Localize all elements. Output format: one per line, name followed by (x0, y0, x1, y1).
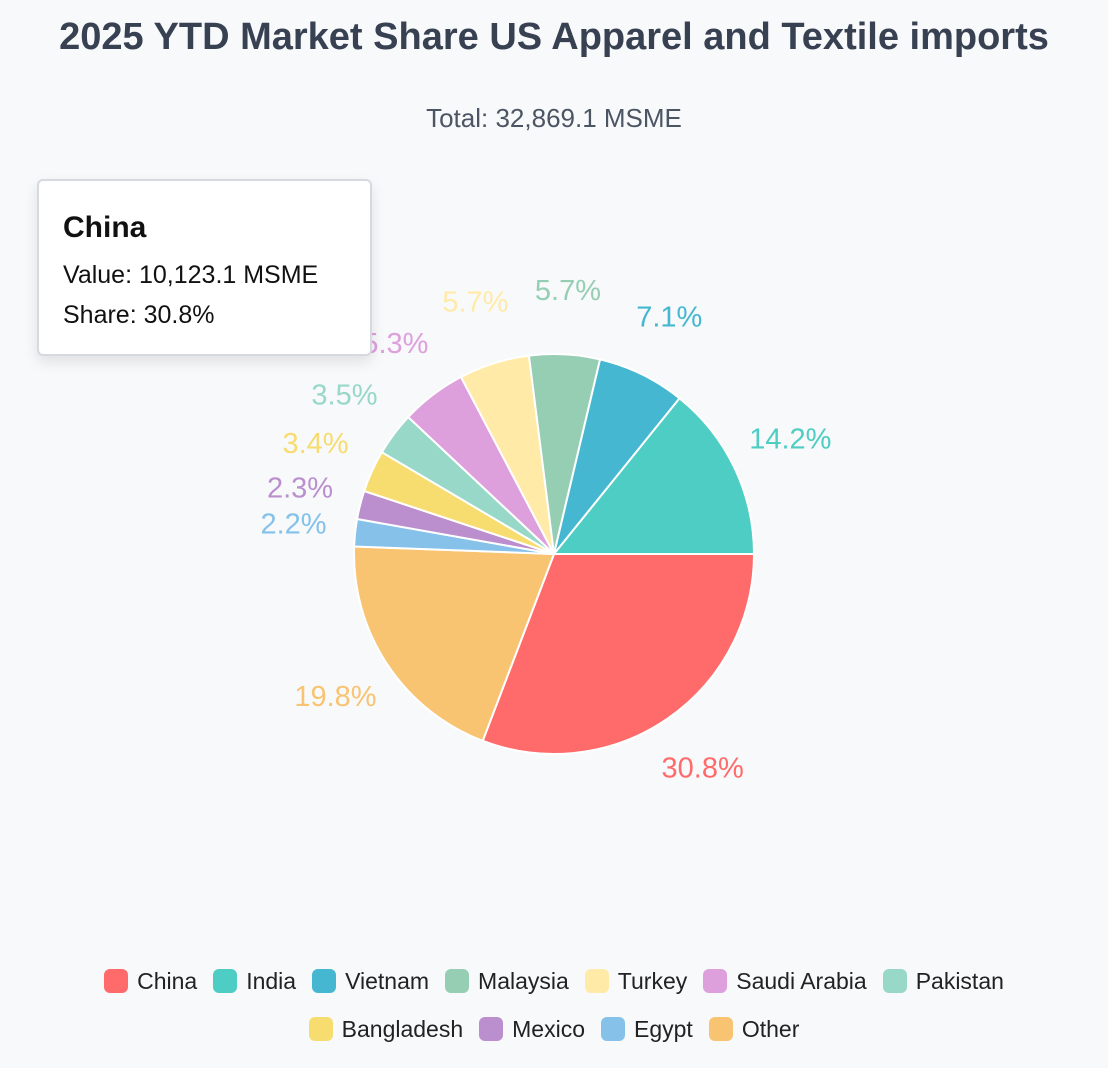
legend-swatch (445, 969, 470, 993)
chart-title: 2025 YTD Market Share US Apparel and Tex… (59, 16, 1049, 58)
legend-item-pakistan[interactable]: Pakistan (882, 966, 1004, 996)
legend-label: Pakistan (915, 967, 1004, 994)
legend-item-saudi-arabia[interactable]: Saudi Arabia (703, 966, 867, 996)
legend-swatch (584, 969, 609, 993)
legend-swatch (882, 969, 907, 993)
legend-label: Egypt (634, 1015, 693, 1042)
legend-label: Saudi Arabia (736, 967, 867, 994)
legend-label: Malaysia (478, 967, 569, 994)
chart-subtitle: Total: 32,869.1 MSME (426, 103, 682, 133)
data-label-mexico: 2.3% (267, 472, 333, 504)
legend-swatch (213, 969, 238, 993)
legend-swatch (312, 969, 337, 993)
data-label-egypt: 2.2% (260, 509, 326, 541)
legend-item-india[interactable]: India (213, 966, 296, 996)
legend-item-bangladesh[interactable]: Bangladesh (308, 1014, 464, 1044)
tooltip-title: China (63, 211, 147, 244)
data-label-other: 19.8% (294, 681, 376, 713)
legend-item-other[interactable]: Other (708, 1014, 800, 1044)
legend-label: Mexico (512, 1015, 585, 1042)
legend-item-china[interactable]: China (104, 966, 197, 996)
legend-label: Other (741, 1015, 800, 1042)
data-label-bangladesh: 3.4% (282, 428, 348, 460)
tooltip-share: Share: 30.8% (63, 301, 215, 329)
data-label-india: 14.2% (749, 424, 831, 456)
pie-slice-india[interactable] (551, 396, 756, 555)
data-label-pakistan: 3.5% (311, 379, 377, 411)
legend-item-mexico[interactable]: Mexico (479, 1014, 585, 1044)
data-label-malaysia: 5.7% (535, 275, 601, 307)
legend-label: India (246, 967, 297, 994)
legend-label: Vietnam (345, 967, 430, 994)
legend-item-egypt[interactable]: Egypt (601, 1014, 693, 1044)
legend-swatch (601, 1017, 625, 1041)
legend-item-turkey[interactable]: Turkey (584, 966, 688, 996)
data-label-saudi-arabia: 5.3% (362, 328, 428, 360)
legend-swatch (104, 969, 129, 993)
data-label-turkey: 5.7% (442, 287, 508, 319)
legend-item-vietnam[interactable]: Vietnam (312, 966, 429, 996)
legend-swatch (308, 1017, 333, 1041)
legend-swatch (708, 1017, 733, 1041)
legend-label: Turkey (617, 967, 688, 994)
chart-legend: China India Vietnam Malaysia Turkey Saudi Ara… (0, 966, 1108, 1044)
legend-swatch (479, 1017, 504, 1041)
legend-item-malaysia[interactable]: Malaysia (445, 966, 569, 996)
chart-tooltip: China Value: 10,123.1 MSME Share: 30.8% (37, 179, 372, 356)
legend-swatch (703, 969, 728, 993)
legend-label: China (137, 967, 198, 994)
pie-slice-other[interactable] (353, 545, 556, 743)
pie-slice-china[interactable] (481, 553, 756, 755)
legend-label: Bangladesh (341, 1015, 464, 1042)
data-label-vietnam: 7.1% (636, 301, 702, 333)
tooltip-value: Value: 10,123.1 MSME (63, 261, 319, 289)
data-label-china: 30.8% (662, 752, 744, 784)
